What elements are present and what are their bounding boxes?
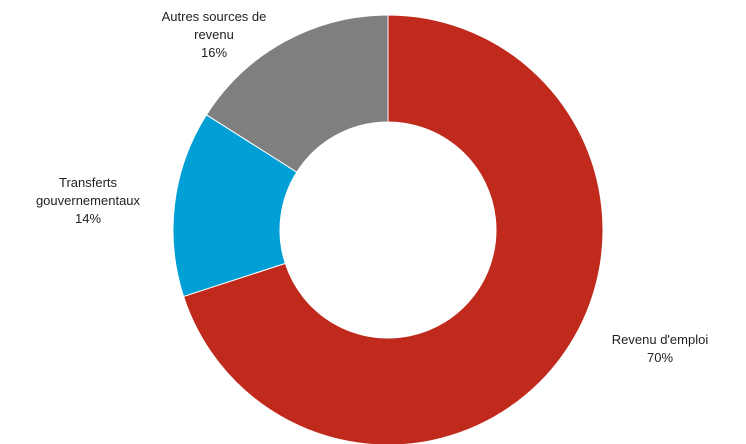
slice-value-label: 70% bbox=[647, 350, 673, 365]
labels-layer: Revenu d'emploi 70% Transferts gouvernement… bbox=[36, 9, 708, 365]
slice-label-autres-sources-de-revenu: Autres sources de revenu 16% bbox=[162, 9, 267, 60]
slice-label-transferts-gouvernementaux: Transferts gouvernementaux 14% bbox=[36, 175, 141, 226]
slice-label-revenu-d-emploi: Revenu d'emploi 70% bbox=[612, 332, 709, 365]
slice-name-line: Transferts bbox=[59, 175, 118, 190]
slice-name-line: Autres sources de bbox=[162, 9, 267, 24]
slices-layer bbox=[172, 14, 604, 444]
slice-transferts-gouvernementaux bbox=[172, 114, 298, 298]
slice-value-label: 14% bbox=[75, 211, 101, 226]
slice-autres-sources-de-revenu bbox=[205, 14, 389, 173]
slice-name-line: revenu bbox=[194, 27, 234, 42]
slice-value-label: 16% bbox=[201, 45, 227, 60]
slice-revenu-d-emploi bbox=[182, 14, 604, 444]
slice-name-line: gouvernementaux bbox=[36, 193, 141, 208]
slice-name-line: Revenu d'emploi bbox=[612, 332, 709, 347]
